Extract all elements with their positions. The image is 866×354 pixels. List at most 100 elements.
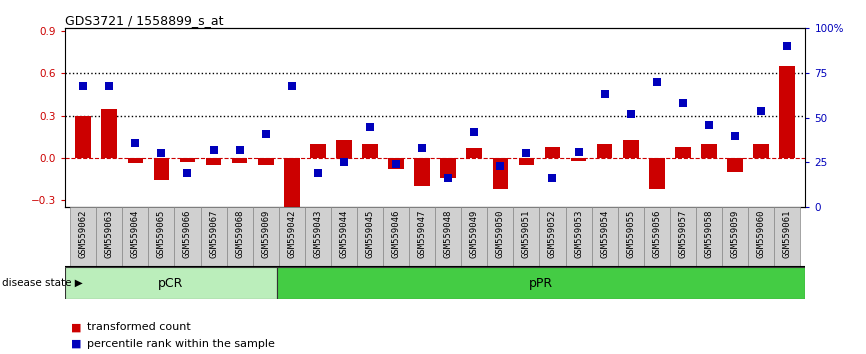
- Bar: [414, 158, 430, 186]
- Bar: [101, 109, 117, 158]
- Bar: [75, 116, 91, 158]
- Bar: [96, 207, 122, 267]
- Text: GSM559062: GSM559062: [79, 210, 87, 258]
- Text: GSM559054: GSM559054: [600, 210, 609, 258]
- Bar: [232, 158, 248, 164]
- Bar: [643, 207, 669, 267]
- Point: [154, 151, 168, 156]
- Bar: [70, 207, 96, 267]
- Bar: [488, 207, 514, 267]
- Text: GSM559046: GSM559046: [391, 210, 401, 258]
- Bar: [748, 207, 774, 267]
- Bar: [174, 207, 201, 267]
- Bar: [284, 158, 300, 209]
- Text: transformed count: transformed count: [87, 322, 191, 332]
- Bar: [519, 158, 534, 165]
- Bar: [388, 158, 404, 169]
- Point: [598, 92, 611, 97]
- Point: [259, 131, 273, 137]
- Text: GSM559056: GSM559056: [652, 210, 662, 258]
- Bar: [362, 144, 378, 158]
- Bar: [65, 267, 276, 299]
- Text: GSM559066: GSM559066: [183, 210, 192, 258]
- Point: [311, 170, 325, 176]
- Point: [102, 83, 116, 88]
- Text: GDS3721 / 1558899_s_at: GDS3721 / 1558899_s_at: [65, 14, 223, 27]
- Point: [415, 145, 429, 151]
- Bar: [514, 207, 540, 267]
- Point: [572, 149, 585, 154]
- Bar: [540, 207, 565, 267]
- Bar: [774, 207, 800, 267]
- Point: [780, 44, 794, 49]
- Bar: [779, 66, 795, 158]
- Point: [754, 108, 768, 113]
- Text: GSM559043: GSM559043: [313, 210, 322, 258]
- Text: GSM559049: GSM559049: [469, 210, 479, 258]
- Point: [494, 163, 507, 169]
- Text: percentile rank within the sample: percentile rank within the sample: [87, 339, 275, 349]
- Text: GSM559067: GSM559067: [209, 210, 218, 258]
- Point: [180, 170, 194, 176]
- Point: [520, 151, 533, 156]
- Bar: [276, 267, 805, 299]
- Bar: [227, 207, 253, 267]
- Bar: [206, 158, 222, 165]
- Point: [624, 111, 637, 117]
- Bar: [467, 148, 482, 158]
- Bar: [462, 207, 488, 267]
- Point: [363, 124, 377, 130]
- Bar: [565, 207, 591, 267]
- Text: ■: ■: [71, 322, 81, 332]
- Text: pCR: pCR: [158, 277, 184, 290]
- Text: GSM559045: GSM559045: [365, 210, 374, 258]
- Bar: [179, 158, 196, 162]
- Text: GSM559059: GSM559059: [731, 210, 740, 258]
- Bar: [545, 147, 560, 158]
- Bar: [383, 207, 409, 267]
- Text: GSM559057: GSM559057: [678, 210, 688, 258]
- Text: GSM559044: GSM559044: [339, 210, 348, 258]
- Text: disease state ▶: disease state ▶: [2, 278, 82, 288]
- Point: [128, 140, 142, 145]
- Bar: [591, 207, 617, 267]
- Text: ■: ■: [71, 339, 81, 349]
- Bar: [722, 207, 748, 267]
- Bar: [493, 158, 508, 189]
- Text: GSM559064: GSM559064: [131, 210, 139, 258]
- Bar: [253, 207, 279, 267]
- Text: GSM559063: GSM559063: [105, 210, 113, 258]
- Point: [728, 133, 742, 138]
- Bar: [122, 207, 148, 267]
- Bar: [701, 144, 717, 158]
- Text: GSM559050: GSM559050: [496, 210, 505, 258]
- Point: [389, 161, 403, 167]
- Text: GSM559068: GSM559068: [236, 210, 244, 258]
- Bar: [305, 207, 331, 267]
- Bar: [727, 158, 743, 172]
- Point: [233, 147, 247, 153]
- Bar: [675, 147, 691, 158]
- Point: [676, 101, 690, 106]
- Point: [207, 147, 221, 153]
- Bar: [623, 139, 638, 158]
- Bar: [571, 158, 586, 161]
- Bar: [153, 158, 169, 180]
- Text: GSM559052: GSM559052: [548, 210, 557, 258]
- Bar: [201, 207, 227, 267]
- Text: GSM559058: GSM559058: [704, 210, 714, 258]
- Bar: [696, 207, 722, 267]
- Bar: [310, 144, 326, 158]
- Bar: [258, 158, 274, 165]
- Text: GSM559048: GSM559048: [443, 210, 453, 258]
- Point: [337, 160, 351, 165]
- Bar: [436, 207, 462, 267]
- Text: GSM559069: GSM559069: [262, 210, 270, 258]
- Bar: [357, 207, 383, 267]
- Point: [285, 83, 299, 88]
- Bar: [597, 144, 612, 158]
- Bar: [331, 207, 357, 267]
- Text: GSM559061: GSM559061: [783, 210, 792, 258]
- Bar: [336, 139, 352, 158]
- Text: GSM559047: GSM559047: [417, 210, 427, 258]
